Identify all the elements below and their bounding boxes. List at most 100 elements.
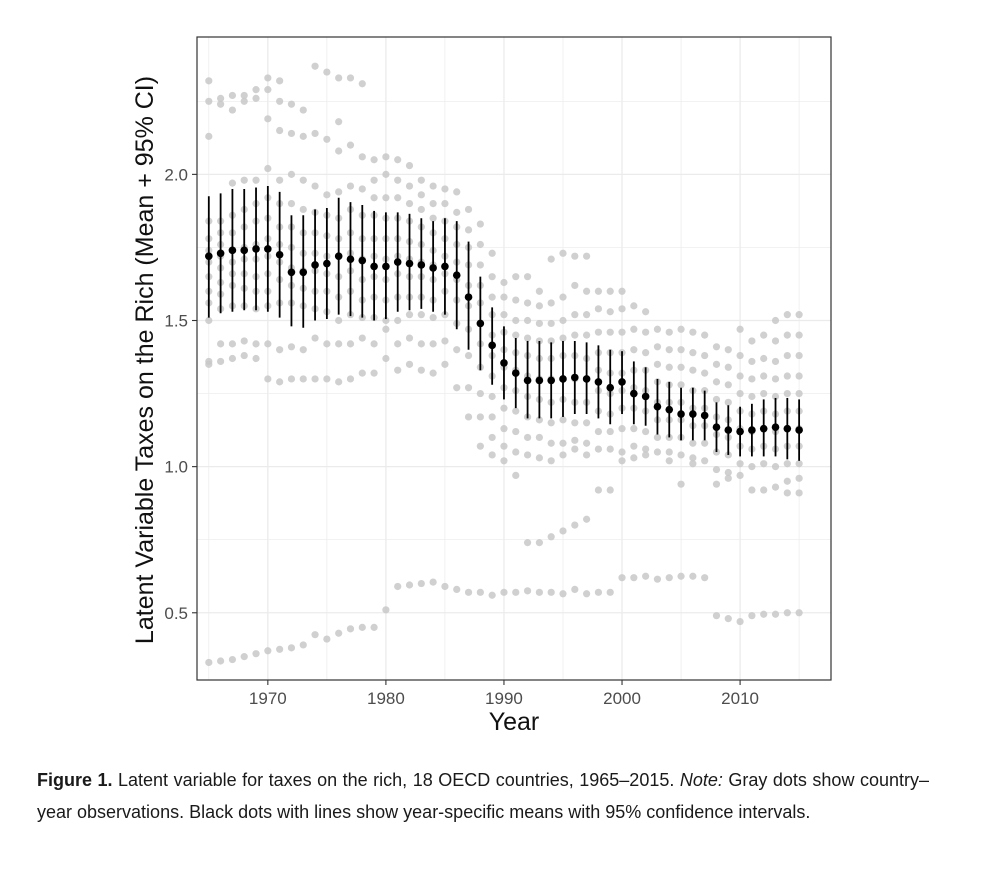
note-text: Gray dots show country–year observations… — [37, 770, 929, 822]
observation-point — [760, 389, 768, 398]
observation-point — [394, 582, 402, 591]
observation-point — [405, 581, 414, 589]
observation-point — [252, 354, 260, 363]
observation-point — [618, 425, 626, 433]
observation-point — [712, 612, 721, 620]
observation-point — [523, 299, 532, 307]
observation-point — [559, 293, 567, 301]
observation-point — [771, 357, 780, 366]
mean-point — [275, 250, 284, 259]
observation-point — [653, 433, 662, 442]
observation-point — [701, 439, 709, 447]
y-tick-label: 2.0 — [164, 165, 188, 184]
observation-point — [417, 340, 425, 348]
observation-point — [712, 480, 721, 488]
mean-point — [511, 369, 520, 377]
observation-point — [571, 436, 579, 444]
observation-point — [583, 451, 591, 459]
mean-point — [724, 426, 733, 434]
observation-point — [453, 346, 461, 354]
y-axis-title: Latent Variable Taxes on the Rich (Mean … — [131, 76, 159, 644]
observation-point — [583, 590, 591, 598]
observation-point — [594, 305, 603, 313]
observation-point — [771, 316, 780, 325]
caption-text: Latent variable for taxes on the rich, 1… — [112, 770, 680, 790]
observation-point — [594, 486, 603, 494]
observation-point — [335, 629, 343, 637]
observation-point — [724, 363, 732, 371]
observation-point — [228, 340, 237, 348]
observation-point — [783, 460, 791, 468]
observation-point — [429, 199, 437, 208]
observation-point — [335, 316, 343, 325]
observation-point — [512, 407, 520, 415]
observation-point — [346, 375, 355, 383]
observation-point — [748, 375, 756, 383]
observation-point — [535, 319, 543, 328]
mean-point — [216, 249, 225, 258]
observation-point — [712, 395, 721, 404]
x-axis-title: Year — [489, 708, 540, 736]
mean-point — [594, 378, 603, 386]
observation-point — [512, 427, 520, 436]
observation-point — [311, 129, 319, 138]
observation-point — [252, 94, 260, 102]
observation-point — [335, 378, 343, 386]
observation-point — [453, 188, 461, 196]
mean-point — [582, 375, 591, 383]
observation-point — [630, 325, 638, 333]
observation-point — [594, 588, 603, 596]
observation-point — [795, 351, 803, 360]
observation-point — [618, 574, 626, 582]
observation-point — [689, 460, 697, 468]
observation-point — [429, 369, 437, 377]
observation-point — [795, 372, 803, 380]
observation-point — [783, 477, 791, 485]
observation-point — [736, 325, 744, 333]
observation-point — [736, 471, 744, 480]
observation-point — [429, 578, 437, 586]
observation-point — [205, 658, 213, 667]
observation-point — [689, 439, 697, 447]
observation-point — [205, 360, 213, 368]
observation-point — [299, 176, 307, 184]
observation-point — [748, 357, 756, 366]
observation-point — [535, 539, 543, 547]
x-tick-label: 1980 — [367, 689, 405, 708]
observation-point — [677, 480, 685, 488]
panel-border — [196, 36, 832, 681]
observation-point — [724, 474, 732, 482]
observation-point — [370, 369, 378, 377]
observation-point — [370, 176, 378, 184]
observation-point — [583, 439, 591, 447]
observation-point — [606, 445, 614, 453]
observation-point — [240, 337, 248, 345]
observation-point — [240, 176, 248, 184]
observation-point — [476, 261, 484, 269]
observation-point — [464, 384, 473, 392]
mean-point — [748, 426, 756, 434]
observation-point — [783, 372, 791, 380]
observation-point — [736, 617, 744, 626]
observation-point — [712, 465, 721, 474]
observation-point — [382, 606, 390, 614]
observation-point — [441, 337, 449, 345]
observation-point — [299, 205, 307, 214]
observation-point — [417, 205, 425, 214]
observation-point — [476, 442, 484, 450]
observation-point — [547, 419, 555, 427]
mean-point — [382, 262, 390, 271]
observation-point — [701, 574, 709, 582]
mean-point — [311, 261, 319, 269]
observation-point — [771, 337, 780, 345]
observation-point — [748, 463, 756, 471]
observation-point — [689, 572, 697, 580]
observation-point — [394, 176, 402, 184]
observation-point — [653, 448, 662, 456]
observation-point — [488, 591, 496, 599]
observation-point — [783, 311, 791, 319]
observation-point — [500, 457, 508, 465]
observation-point — [323, 340, 331, 348]
observation-point — [512, 296, 520, 304]
observation-point — [429, 340, 437, 348]
